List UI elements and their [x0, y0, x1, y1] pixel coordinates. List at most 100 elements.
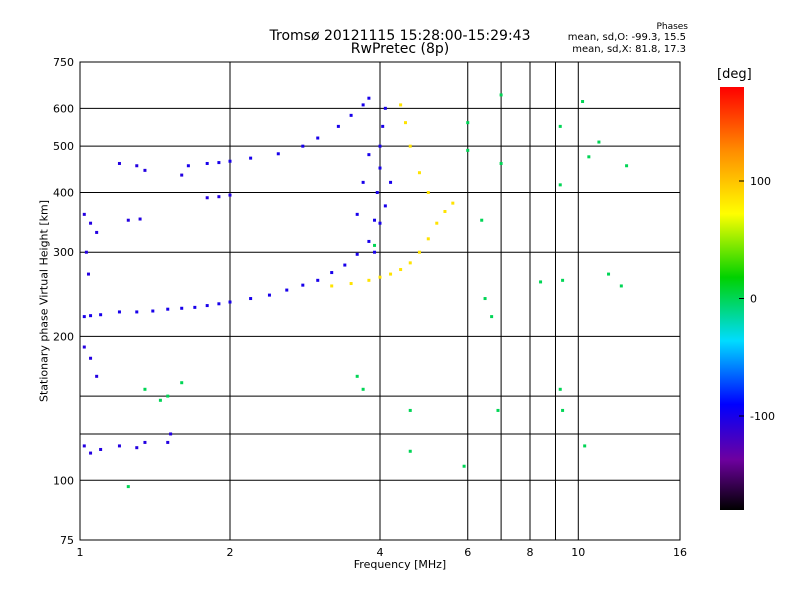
y-tick-label: 750: [53, 56, 74, 69]
colorbar-tick-label: 0: [750, 293, 757, 306]
data-point: [95, 230, 99, 234]
data-point: [143, 387, 147, 391]
data-point: [217, 195, 221, 199]
data-point: [336, 124, 340, 128]
data-point: [89, 221, 93, 225]
data-point: [378, 275, 382, 279]
data-point: [378, 166, 382, 170]
x-axis-label: Frequency [MHz]: [353, 558, 447, 571]
data-point: [625, 164, 629, 168]
data-point: [126, 485, 130, 489]
data-point: [499, 93, 503, 97]
data-point: [143, 168, 147, 172]
x-tick-label: 16: [673, 546, 687, 559]
data-point: [587, 155, 591, 159]
data-point: [561, 408, 565, 412]
data-point: [205, 304, 209, 308]
data-point: [143, 440, 147, 444]
data-point: [166, 307, 170, 311]
data-point: [403, 121, 407, 125]
data-point: [367, 278, 371, 282]
phase-stats-x-mode: mean, sd,X: 81.8, 17.3: [572, 44, 686, 55]
x-tick-label: 6: [464, 546, 471, 559]
colorbar-tick-label: 100: [750, 175, 771, 188]
data-point: [343, 263, 347, 267]
data-point: [330, 271, 334, 275]
data-point: [399, 103, 403, 107]
data-point: [483, 297, 487, 301]
data-point: [375, 190, 379, 194]
data-point: [399, 268, 403, 272]
data-point: [367, 239, 371, 243]
data-point: [285, 288, 289, 292]
data-point: [355, 252, 359, 256]
data-point: [316, 136, 320, 140]
data-point: [117, 444, 121, 448]
data-point: [166, 394, 170, 398]
data-point: [367, 153, 371, 157]
data-point: [180, 306, 184, 310]
colorbar-unit-label: [deg]: [717, 67, 752, 82]
data-point: [117, 310, 121, 314]
data-point: [408, 449, 412, 453]
colorbar-tick-label: -100: [750, 410, 775, 423]
data-point: [217, 161, 221, 165]
data-point: [86, 272, 90, 276]
data-point: [89, 356, 93, 360]
chart-title: Tromsø 20121115 15:28:00-15:29:43: [269, 28, 531, 44]
data-point: [205, 161, 209, 165]
data-point: [389, 180, 393, 184]
data-point: [355, 374, 359, 378]
data-point: [558, 387, 562, 391]
data-point: [367, 96, 371, 100]
data-point: [330, 284, 334, 288]
data-point: [82, 444, 86, 448]
data-point: [408, 408, 412, 412]
data-point: [89, 451, 93, 455]
data-point: [84, 250, 88, 254]
data-point: [82, 345, 86, 349]
data-point: [99, 447, 103, 451]
data-point: [89, 314, 93, 318]
x-tick-label: 4: [377, 546, 384, 559]
y-tick-label: 200: [53, 330, 74, 343]
data-point: [583, 444, 587, 448]
x-tick-label: 10: [571, 546, 585, 559]
data-point: [466, 121, 470, 125]
y-tick-label: 500: [53, 140, 74, 153]
data-point: [381, 124, 385, 128]
data-point: [361, 387, 365, 391]
data-point: [417, 171, 421, 175]
x-tick-label: 1: [77, 546, 84, 559]
x-tick-label: 8: [527, 546, 534, 559]
data-point: [301, 283, 305, 287]
data-point: [138, 217, 142, 221]
data-point: [361, 103, 365, 107]
data-point: [558, 183, 562, 187]
data-point: [151, 309, 155, 313]
data-point: [561, 278, 565, 282]
data-point: [597, 140, 601, 144]
data-point: [249, 297, 253, 301]
y-tick-label: 400: [53, 186, 74, 199]
phase-stats-title: Phases: [656, 22, 688, 32]
data-point: [408, 144, 412, 148]
data-point: [462, 464, 466, 468]
data-point: [426, 237, 430, 241]
data-point: [389, 272, 393, 276]
data-point: [373, 218, 377, 222]
data-point: [228, 193, 232, 197]
data-point: [82, 315, 86, 319]
data-point: [435, 221, 439, 225]
data-point: [417, 250, 421, 254]
data-point: [217, 302, 221, 306]
data-point: [355, 212, 359, 216]
data-point: [443, 210, 447, 214]
data-point: [496, 408, 500, 412]
data-point: [451, 201, 455, 205]
data-point: [135, 446, 139, 450]
data-point: [558, 124, 562, 128]
data-point: [373, 243, 377, 247]
data-point: [426, 190, 430, 194]
